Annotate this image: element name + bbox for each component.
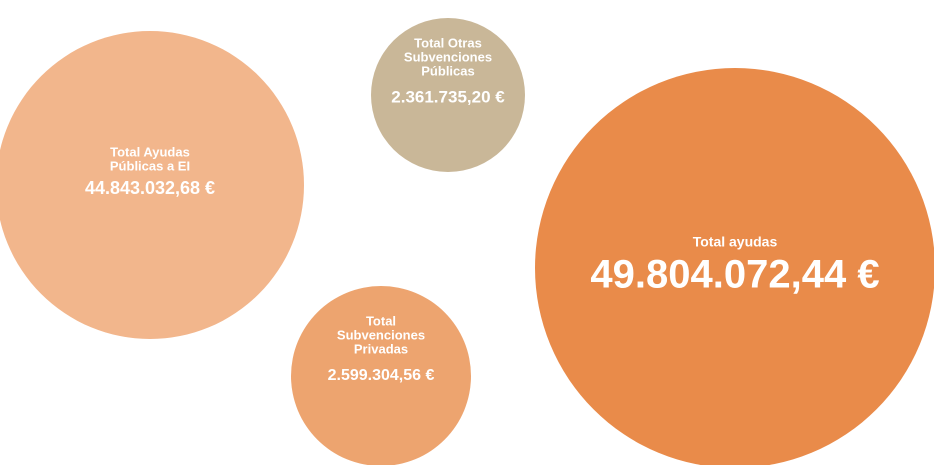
bubble-label: Subvenciones: [404, 49, 492, 64]
bubble-amount: 2.599.304,56 €: [328, 367, 435, 384]
bubble-label: Total: [366, 313, 396, 328]
bubble-amount: 44.843.032,68 €: [85, 178, 215, 198]
bubble: [535, 68, 934, 465]
bubble: [371, 18, 525, 172]
bubble-amount: 49.804.072,44 €: [590, 253, 879, 297]
bubble-label: Total ayudas: [693, 234, 778, 250]
bubble-label: Subvenciones: [337, 327, 425, 342]
bubble: [0, 31, 304, 339]
bubble-amount: 2.361.735,20 €: [391, 87, 505, 106]
bubble-label: Públicas: [421, 63, 474, 78]
bubble-label: Públicas a EI: [110, 158, 190, 173]
bubble-label: Total Otras: [414, 35, 482, 50]
bubble: [291, 286, 471, 465]
bubble-label: Total Ayudas: [110, 144, 190, 159]
bubble-label: Privadas: [354, 341, 408, 356]
